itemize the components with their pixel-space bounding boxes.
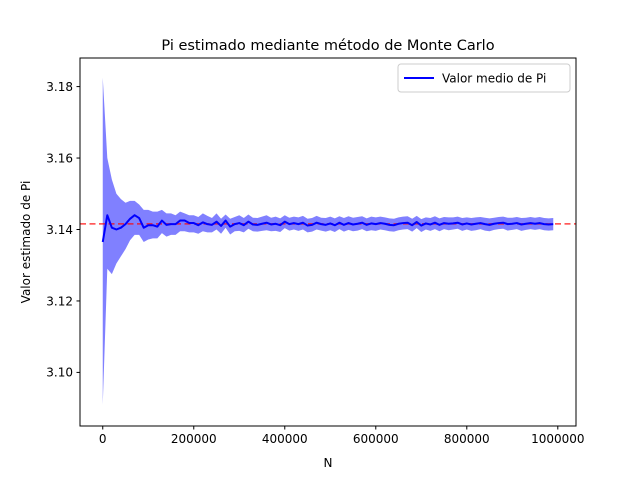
x-tick-label: 1000000 [531, 432, 584, 446]
y-tick-label: 3.16 [46, 151, 73, 165]
legend-label-valor-medio: Valor medio de Pi [442, 72, 546, 86]
x-tick-label: 400000 [262, 432, 308, 446]
x-tick-label: 800000 [444, 432, 490, 446]
y-tick-label: 3.12 [46, 294, 73, 308]
x-tick-label: 600000 [353, 432, 399, 446]
axes-frame [79, 57, 577, 427]
legend-box [397, 63, 571, 93]
y-tick-label: 3.10 [46, 366, 73, 380]
x-tick-label: 200000 [171, 432, 217, 446]
y-axis-ticks: 3.10 3.12 3.14 3.16 3.18 [46, 80, 80, 380]
y-tick-label: 3.14 [46, 223, 73, 237]
y-tick-label: 3.18 [46, 80, 73, 94]
legend: Valor medio de Pi [397, 63, 571, 93]
x-axis-label: N [324, 456, 333, 470]
series-line-valor-medio [101, 214, 554, 243]
x-axis-ticks: 0 200000 400000 600000 800000 1000000 [99, 426, 585, 446]
plot-area [80, 77, 576, 405]
chart-title: Pi estimado mediante método de Monte Car… [161, 38, 494, 54]
y-axis-label: Valor estimado de Pi [19, 181, 33, 304]
x-tick-label: 0 [99, 432, 107, 446]
